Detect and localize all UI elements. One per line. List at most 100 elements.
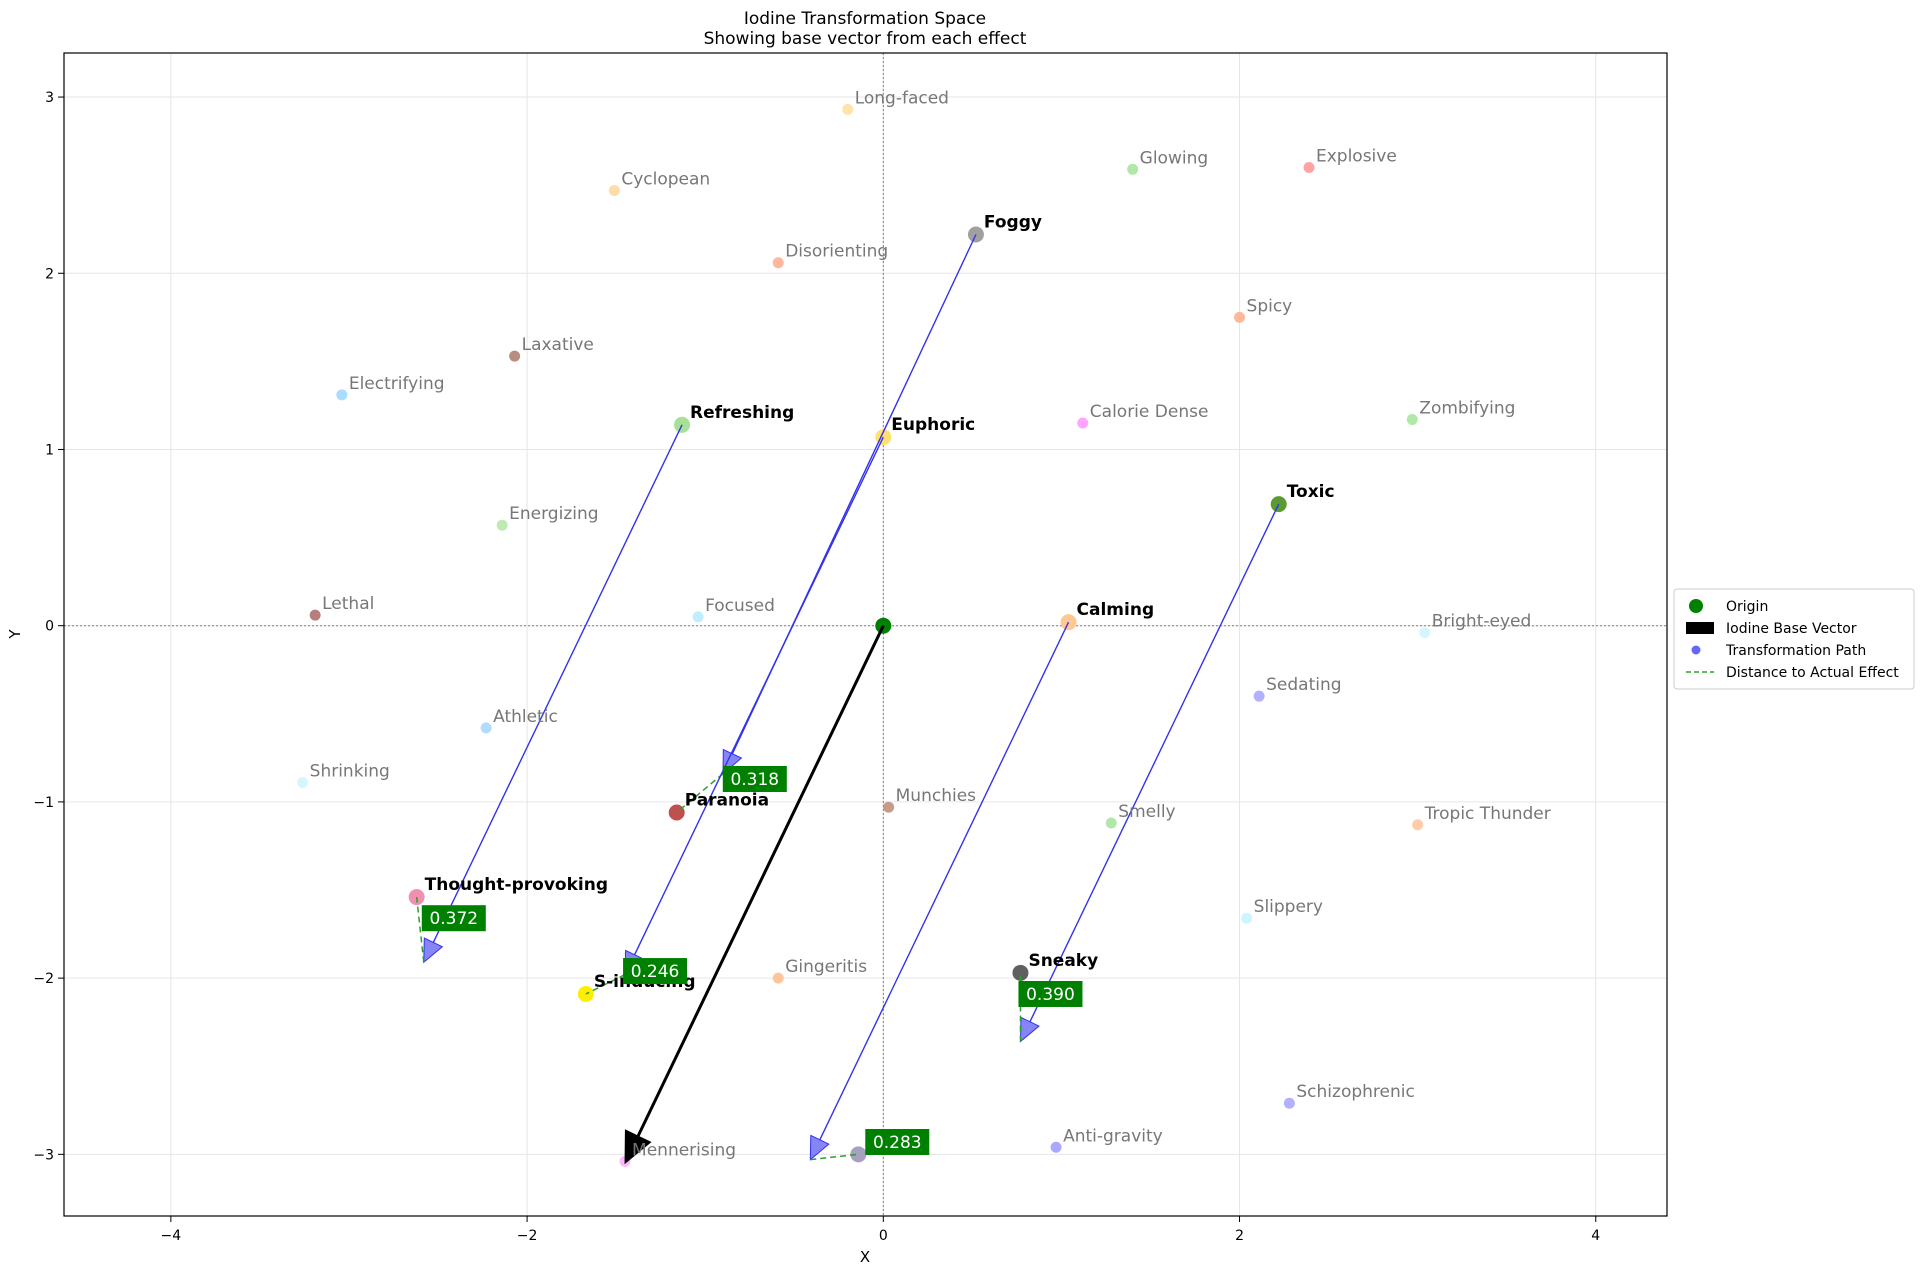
effect-label: Cyclopean [621,169,710,189]
distance-line [415,896,425,963]
legend-marker-origin [1689,599,1703,613]
distance-box [421,905,486,932]
x-tick-label: −2 [517,1228,538,1244]
legend-label: Iodine Base Vector [1726,621,1857,637]
effect-point [1127,163,1139,175]
effect-label: Lethal [322,594,374,614]
x-tick-label: 0 [879,1228,888,1244]
effect-label: Explosive [1316,147,1397,167]
legend-marker-base [1686,622,1714,634]
y-tick-label: −1 [33,795,54,811]
transformation-paths [415,234,1280,1165]
effect-point [608,184,620,196]
x-axis-label: X [860,1248,870,1266]
effect-point [309,609,321,621]
effect-point [1412,819,1424,831]
effect-point [1303,162,1315,174]
points [297,103,1431,1167]
highlight-label: Euphoric [891,415,975,435]
distance-labels: 0.318 0.372 0.246 0.390 0.283 [421,765,1083,1155]
effect-point [1234,311,1246,323]
effect-point [883,801,895,813]
effect-point [496,519,508,531]
effect-label: Sedating [1266,675,1341,695]
effect-point [1050,1141,1062,1153]
effect-label: Tropic Thunder [1424,804,1551,824]
y-tick-label: −3 [33,1147,54,1163]
distance-value: 0.283 [873,1133,922,1153]
effect-label: Zombifying [1419,399,1515,419]
effect-label: Long-faced [855,88,949,108]
y-tick-label: 1 [45,442,54,458]
distance-line [676,773,724,814]
effect-label: Gingeritis [785,957,867,977]
highlight-label: Refreshing [690,403,794,423]
distance-line [810,1153,859,1161]
effect-point [772,257,784,269]
distance-value: 0.372 [429,909,478,929]
effect-point [1283,1097,1295,1109]
transformation-arrow-shaft [1029,503,1280,1023]
distance-value: 0.246 [631,962,680,982]
x-tick-label: 4 [1591,1228,1600,1244]
effect-label: Glowing [1140,148,1209,168]
effect-point [1419,627,1431,639]
highlight-label: Sneaky [1028,951,1098,971]
effect-point [1077,417,1089,429]
highlight-label: Thought-provoking [425,875,608,895]
effect-label: Schizophrenic [1296,1082,1414,1102]
chart-subtitle: Showing base vector from each effect [704,29,1027,49]
effect-point [692,611,704,623]
distance-box [722,765,787,792]
effect-label: Disorienting [785,242,888,262]
effect-point [1105,817,1117,829]
highlight-label: Foggy [984,212,1042,232]
distance-value: 0.390 [1026,985,1075,1005]
effect-point [1406,414,1418,426]
highlight-label: Calming [1077,600,1155,620]
effect-label: Calorie Dense [1090,402,1209,422]
x-tick-label: −4 [161,1228,182,1244]
legend-box [1673,588,1915,690]
transformation-arrow-head [423,937,444,964]
point-labels: Long-faced Glowing Explosive Cyclopean Disor… [310,88,1551,1160]
effect-point [1253,690,1265,702]
plot-frame [63,52,1668,1217]
transformation-arrow-head [809,1134,830,1161]
chart-title: Iodine Transformation Space [744,9,986,29]
effect-label: Bright-eyed [1432,612,1532,632]
effect-point [297,777,309,789]
effect-point [509,350,521,362]
effect-label: Laxative [522,335,594,355]
effect-point [772,972,784,984]
distance-line [585,973,626,995]
effect-label: Focused [705,596,775,616]
y-tick-label: 0 [45,619,54,635]
effect-label: Smelly [1118,802,1175,822]
highlight-label: Toxic [1287,482,1335,502]
legend-label: Distance to Actual Effect [1726,665,1899,681]
distance-box [623,958,688,985]
legend-marker-path [1691,645,1701,655]
transformation-arrow-shaft [819,621,1070,1141]
effect-label: Slippery [1254,897,1323,917]
y-tick-label: 3 [45,90,54,106]
effect-label: Energizing [509,504,598,524]
effect-point [480,722,492,734]
y-axis-label: Y [6,629,24,640]
effect-label: Anti-gravity [1063,1126,1163,1146]
highlight-label: Paranoia [685,790,769,810]
base-vector-shaft [636,625,885,1137]
x-tick-label: 2 [1235,1228,1244,1244]
effect-label: Electrifying [349,374,445,394]
effect-point [842,103,854,115]
y-tick-label: −2 [33,971,54,987]
legend: Origin Iodine Base Vector Transformation P… [1673,588,1915,690]
distance-box [1018,980,1083,1007]
base-vector-head [624,1129,652,1165]
distance-value: 0.318 [730,770,779,790]
effect-point [1241,912,1253,924]
highlight-point [1012,964,1029,981]
effect-label: Mennerising [632,1140,736,1160]
